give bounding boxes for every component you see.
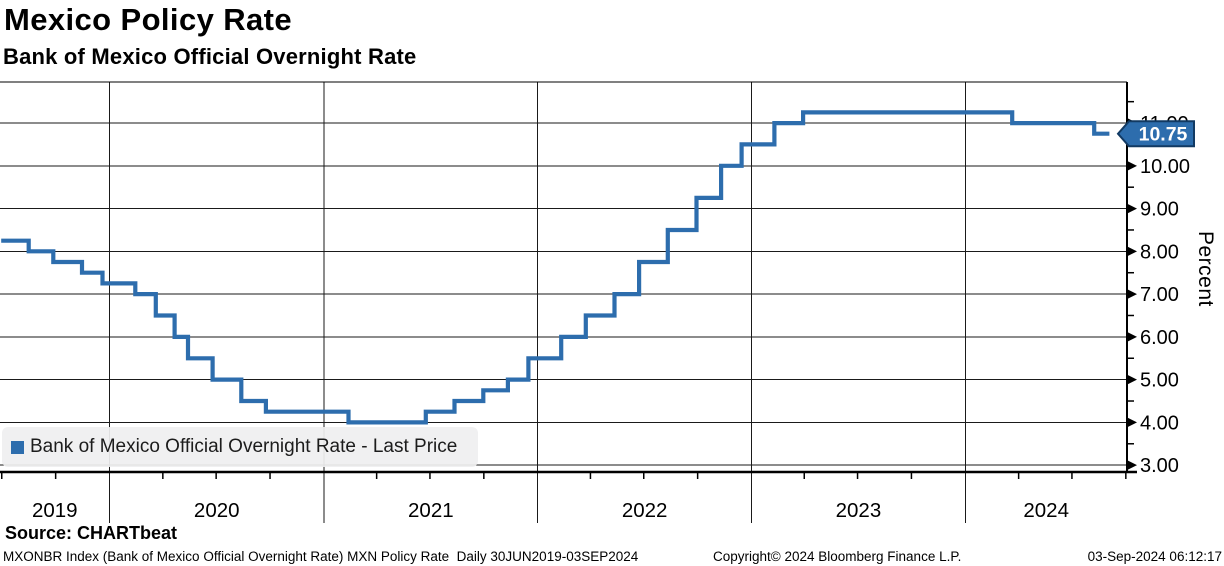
y-tick-label: 6.00: [1140, 327, 1179, 349]
price-step-line: [1, 110, 1110, 425]
page-subtitle: Bank of Mexico Official Overnight Rate: [3, 44, 417, 69]
y-major-tick-arrow: [1127, 246, 1137, 257]
y-major-tick-arrow: [1127, 460, 1137, 471]
footer-ticker-info: MXONBR Index (Bank of Mexico Official Ov…: [3, 549, 639, 564]
y-major-tick-arrow: [1127, 417, 1137, 428]
y-tick-label: 8.00: [1140, 241, 1179, 263]
x-year-label: 2024: [1023, 499, 1069, 522]
x-year-label: 2020: [194, 499, 240, 522]
x-year-label: 2022: [622, 499, 668, 522]
source-line: Source: CHARTbeat: [5, 523, 178, 543]
y-tick-label: 9.00: [1140, 199, 1179, 221]
y-tick-label: 7.00: [1140, 284, 1179, 306]
y-major-tick-arrow: [1127, 374, 1137, 385]
x-year-label: 2021: [408, 499, 454, 522]
y-tick-label: 5.00: [1140, 370, 1179, 392]
last-price-badge: [1116, 120, 1195, 148]
y-tick-label: 10.00: [1140, 156, 1190, 178]
footer-copyright: Copyright© 2024 Bloomberg Finance L.P.: [713, 549, 962, 564]
page-title: Mexico Policy Rate: [4, 2, 293, 37]
legend: Bank of Mexico Official Overnight Rate -…: [2, 427, 478, 467]
y-major-tick-arrow: [1127, 331, 1137, 342]
y-major-tick-arrow: [1127, 289, 1137, 300]
x-year-label: 2023: [836, 499, 882, 522]
legend-series-marker-icon: [11, 440, 24, 454]
y-major-tick-arrow: [1127, 160, 1137, 171]
y-axis-title: Percent: [1194, 231, 1217, 307]
y-tick-label: 3.00: [1140, 455, 1179, 477]
legend-series-label: Bank of Mexico Official Overnight Rate -…: [30, 436, 458, 457]
last-price-badge-label: 10.75: [1139, 124, 1188, 146]
x-year-label: 2019: [32, 499, 78, 522]
y-major-tick-arrow: [1127, 203, 1137, 214]
y-tick-label: 4.00: [1140, 412, 1179, 434]
footer-timestamp: 03-Sep-2024 06:12:17: [1087, 549, 1222, 564]
